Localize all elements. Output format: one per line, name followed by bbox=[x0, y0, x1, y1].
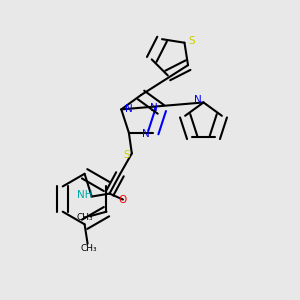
Text: N: N bbox=[194, 95, 202, 105]
Text: CH₃: CH₃ bbox=[76, 212, 93, 221]
Text: S: S bbox=[189, 36, 195, 46]
Text: N: N bbox=[142, 129, 150, 139]
Text: N: N bbox=[150, 103, 157, 113]
Text: CH₃: CH₃ bbox=[81, 244, 98, 253]
Text: S: S bbox=[123, 150, 130, 160]
Text: NH: NH bbox=[76, 190, 92, 200]
Text: O: O bbox=[119, 194, 127, 205]
Text: N: N bbox=[125, 104, 133, 114]
